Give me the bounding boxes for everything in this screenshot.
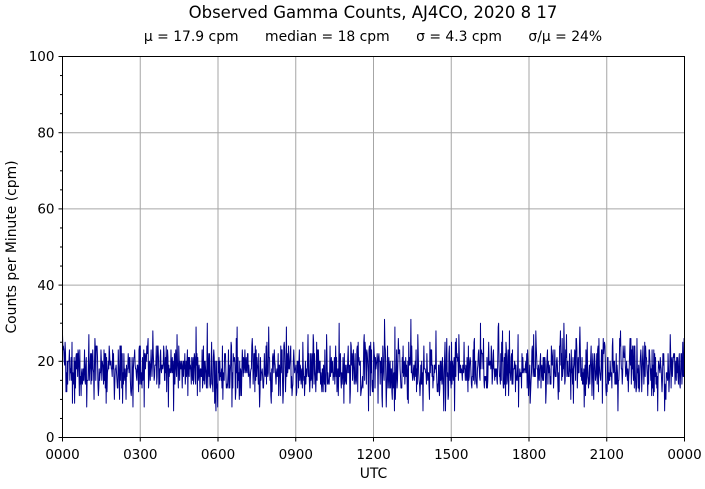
y-tick-label: 0 (46, 430, 55, 446)
x-tick-label: 0600 (201, 447, 235, 463)
x-tick-label: 0000 (45, 447, 79, 463)
x-tick-label: 0900 (279, 447, 313, 463)
y-tick-label: 80 (37, 125, 54, 141)
y-tick-label: 40 (37, 278, 54, 294)
y-tick-label: 20 (37, 354, 54, 370)
x-tick-label: 1800 (512, 447, 546, 463)
chart-stats-subtitle: μ = 17.9 cpm median = 18 cpm σ = 4.3 cpm… (143, 29, 603, 45)
x-tick-label: 0300 (123, 447, 157, 463)
y-tick-label: 60 (37, 202, 54, 218)
axis-ticks: 0000 0300 0600 0900 1200 1500 1800 2100 00000204… (29, 49, 702, 463)
y-tick-label: 100 (29, 49, 55, 65)
x-tick-label: 0000 (667, 447, 701, 463)
data-series (62, 318, 685, 412)
x-axis-label: UTC (360, 466, 388, 482)
x-tick-label: 2100 (590, 447, 624, 463)
x-tick-label: 1200 (356, 447, 390, 463)
chart-title: Observed Gamma Counts, AJ4CO, 2020 8 17 (188, 3, 558, 22)
gamma-counts-line (62, 318, 685, 412)
gridlines (62, 56, 685, 438)
y-axis-label: Counts per Minute (cpm) (4, 160, 20, 333)
x-tick-label: 1500 (434, 447, 468, 463)
